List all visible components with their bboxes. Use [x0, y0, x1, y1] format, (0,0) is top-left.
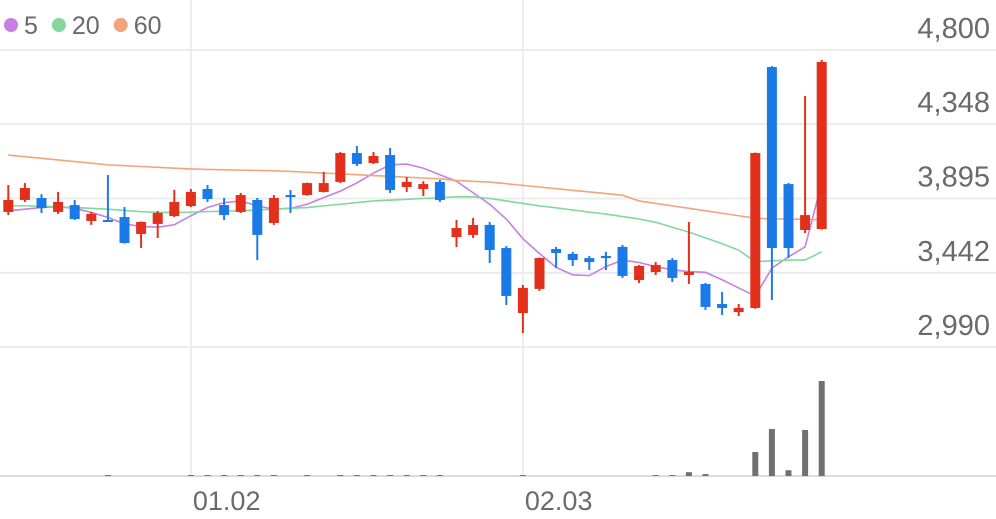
- y-tick-label: 3,895: [917, 162, 990, 194]
- candle-body: [119, 217, 130, 243]
- candle-body: [385, 155, 396, 190]
- candle-body: [750, 153, 761, 308]
- ma-line: [8, 196, 823, 263]
- volume-bar: [387, 475, 394, 476]
- volume-bar: [337, 475, 344, 476]
- candle-body: [816, 61, 827, 230]
- volume-bar: [187, 475, 194, 476]
- candle-body: [368, 156, 379, 164]
- candle-body: [185, 191, 196, 207]
- volume-bar: [237, 475, 244, 476]
- candle-body: [3, 199, 14, 212]
- candle-body: [783, 184, 794, 249]
- volume-bar: [270, 475, 277, 476]
- candle-body: [733, 307, 744, 313]
- y-tick-label: 3,442: [917, 236, 990, 268]
- candle-body: [667, 260, 678, 278]
- volume-bar: [353, 475, 360, 476]
- volume-bar: [370, 475, 377, 476]
- candle-body: [169, 201, 180, 217]
- legend-marker: [4, 18, 18, 32]
- candle-body: [268, 198, 279, 223]
- candle-body: [235, 195, 246, 212]
- volume-bar: [254, 475, 261, 476]
- ma-line: [8, 154, 822, 221]
- volume-bar: [304, 475, 311, 476]
- candle-body: [285, 195, 296, 198]
- volume-bar: [685, 472, 692, 476]
- volume-bar: [221, 475, 228, 476]
- legend-label: 60: [134, 12, 162, 40]
- volume-bar: [669, 475, 676, 476]
- candle-body: [800, 215, 811, 231]
- legend-marker: [113, 18, 128, 32]
- candle-body: [484, 224, 495, 251]
- candle-body: [219, 205, 230, 216]
- candle-body: [19, 187, 30, 200]
- candle-body: [650, 264, 661, 273]
- candle-body: [401, 181, 412, 188]
- candle-body: [86, 213, 97, 221]
- volume-bar: [104, 475, 111, 476]
- candle-body: [202, 188, 213, 199]
- volume-bar: [420, 475, 427, 476]
- volume-bar: [752, 452, 759, 476]
- volume-bar: [802, 429, 809, 476]
- candle-body: [517, 287, 528, 314]
- candle-body: [302, 183, 313, 196]
- candle-body: [717, 304, 728, 308]
- y-tick-label: 2,990: [917, 310, 990, 342]
- candle-body: [700, 283, 711, 307]
- candle-body: [152, 212, 163, 224]
- candle-body: [252, 199, 263, 235]
- candle-body: [617, 246, 628, 276]
- volume-bar: [652, 475, 659, 476]
- ma-line: [8, 163, 823, 298]
- legend-label: 5: [24, 12, 38, 40]
- volume-bar: [785, 470, 792, 476]
- volume-bar: [436, 475, 443, 476]
- candle-body: [766, 67, 777, 249]
- volume-bar: [818, 381, 825, 476]
- volume-bar: [519, 475, 526, 476]
- candle-body: [335, 153, 346, 182]
- legend-label: 20: [72, 12, 100, 40]
- candle-body: [318, 183, 329, 192]
- candle-body: [53, 201, 64, 212]
- candle-body: [634, 265, 645, 281]
- volume-bar: [702, 474, 709, 476]
- candle-body: [468, 224, 479, 235]
- candle-body: [434, 181, 445, 200]
- candle-body: [584, 258, 595, 263]
- x-tick-label: 02.03: [525, 486, 593, 516]
- candle-body: [534, 258, 545, 289]
- y-tick-label: 4,800: [917, 13, 990, 45]
- candle-body: [418, 184, 429, 189]
- candle-body: [351, 153, 362, 165]
- candle-body: [501, 248, 512, 296]
- volume-bar: [768, 428, 775, 476]
- candle-body: [600, 255, 611, 259]
- candle-body: [136, 221, 147, 234]
- y-tick-label: 4,348: [917, 87, 990, 119]
- candle-body: [551, 249, 562, 253]
- candle-body: [69, 205, 80, 220]
- candle-body: [102, 219, 113, 222]
- candle-body: [451, 228, 462, 238]
- volume-bar: [403, 475, 410, 476]
- x-tick-label: 01.02: [193, 486, 261, 516]
- volume-bar: [204, 475, 211, 476]
- candle-body: [567, 253, 578, 261]
- legend-marker: [51, 18, 66, 32]
- candle-body: [683, 272, 694, 275]
- candle-body: [36, 198, 47, 209]
